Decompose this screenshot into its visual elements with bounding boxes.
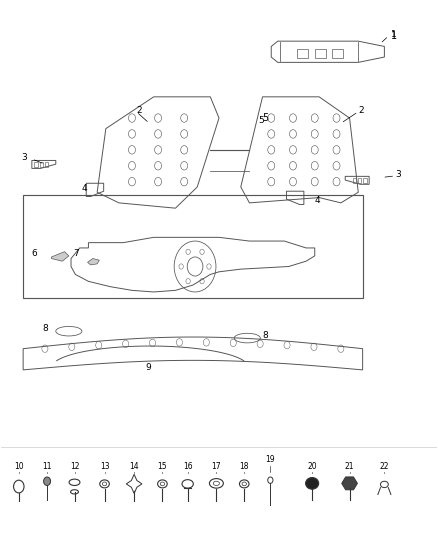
Text: 2: 2 (358, 106, 364, 115)
Circle shape (44, 477, 50, 486)
Text: 5: 5 (258, 116, 264, 125)
Text: 14: 14 (129, 462, 139, 471)
Text: 5: 5 (262, 112, 269, 123)
Text: 1: 1 (391, 30, 397, 39)
Text: 3: 3 (395, 170, 401, 179)
Text: 10: 10 (14, 462, 24, 471)
Text: 17: 17 (212, 462, 221, 471)
Text: 7: 7 (73, 249, 79, 258)
Text: 20: 20 (307, 462, 317, 471)
Text: 21: 21 (345, 462, 354, 471)
Text: 11: 11 (42, 462, 52, 471)
Polygon shape (88, 259, 99, 265)
Text: 9: 9 (145, 363, 151, 372)
Text: 1: 1 (391, 31, 397, 41)
Text: 8: 8 (262, 331, 268, 340)
Text: 15: 15 (158, 462, 167, 471)
Text: 19: 19 (265, 455, 275, 464)
Ellipse shape (306, 478, 319, 489)
Text: 22: 22 (380, 462, 389, 471)
Text: 12: 12 (70, 462, 79, 471)
Text: 6: 6 (32, 249, 38, 258)
Text: 4: 4 (315, 196, 320, 205)
Text: 8: 8 (43, 324, 49, 333)
Text: 4: 4 (82, 183, 88, 192)
Text: 16: 16 (183, 462, 192, 471)
Polygon shape (51, 252, 69, 261)
Text: 2: 2 (136, 106, 142, 115)
Text: 13: 13 (100, 462, 110, 471)
Polygon shape (342, 477, 357, 490)
Text: 3: 3 (21, 154, 27, 163)
Text: 18: 18 (240, 462, 249, 471)
